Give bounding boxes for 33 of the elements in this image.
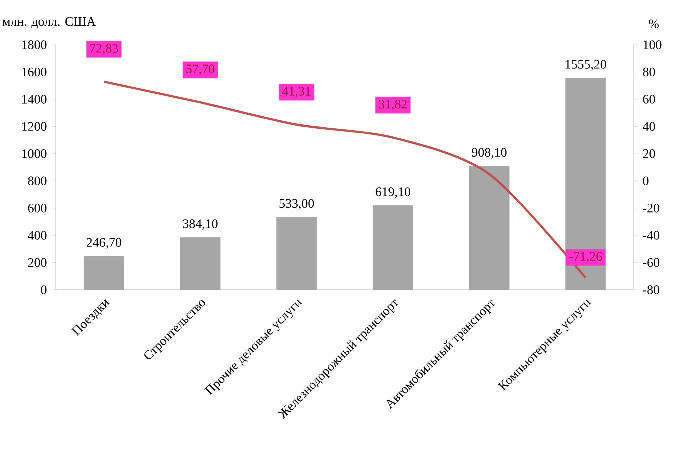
data-label: -71,26	[570, 252, 602, 263]
y2-tick-label: -60	[643, 258, 660, 268]
y2-tick-label: 40	[643, 122, 656, 132]
data-label: 908,10	[472, 148, 507, 159]
data-label: 619,10	[376, 188, 410, 198]
y-tick-label: 1800	[22, 40, 47, 50]
y-tick-label: 200	[28, 258, 47, 268]
data-label: 57,70	[186, 64, 215, 76]
y2-tick-label: -40	[643, 231, 660, 240]
data-label: 1555,20	[566, 60, 606, 71]
y2-tick-label: 80	[643, 68, 656, 77]
y2-tick-label: -80	[643, 286, 660, 294]
y-tick-label: 0	[41, 286, 47, 294]
y-tick-label: 400	[28, 231, 47, 240]
data-label: 533,00	[280, 199, 314, 210]
y-tick-label: 800	[28, 176, 47, 186]
y2-tick-label: -20	[643, 204, 660, 213]
y2-tick-label: 0	[643, 176, 649, 186]
y2-tick-label: 100	[644, 40, 662, 50]
y2-tick-label: 20	[643, 150, 656, 158]
y-tick-label: 1400	[22, 95, 47, 104]
data-label: 41,31	[282, 87, 311, 98]
y2-tick-label: 60	[643, 95, 656, 104]
y-tick-label: 1600	[22, 68, 47, 77]
y-tick-label: 1200	[22, 122, 47, 132]
data-label: 384,10	[183, 220, 218, 230]
data-label: 246,70	[86, 238, 122, 249]
y2-axis-title: %	[649, 20, 659, 28]
y-axis-title: млн. долл. США	[2, 17, 96, 28]
y-tick-label: 600	[28, 204, 47, 213]
y-tick-label: 1000	[22, 150, 47, 158]
data-label: 31,82	[379, 100, 408, 111]
data-label: 72,83	[90, 44, 118, 55]
